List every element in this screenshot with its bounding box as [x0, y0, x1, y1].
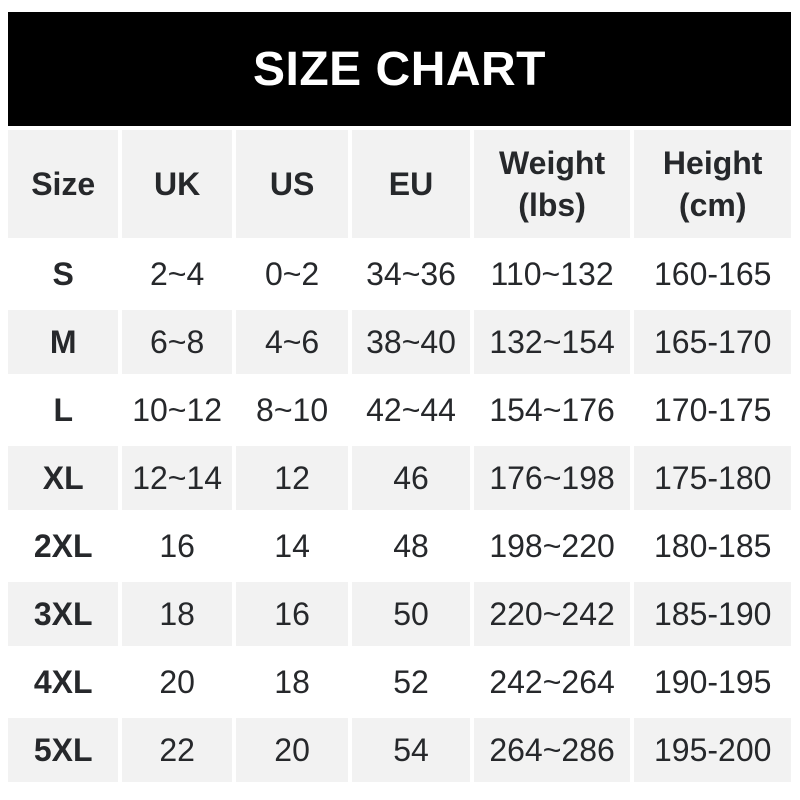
table-cell: 198~220: [473, 514, 631, 578]
column-header-label: Height: [662, 145, 763, 181]
column-header-uk: UK: [122, 130, 232, 238]
table-cell: 4~6: [235, 310, 349, 374]
table-cell: 54: [352, 718, 470, 782]
column-header-label: US: [269, 166, 315, 202]
table-cell: 220~242: [473, 582, 631, 646]
table-cell: 16: [235, 582, 349, 646]
table-cell: 20: [122, 650, 232, 714]
table-cell: 132~154: [473, 310, 631, 374]
table-cell: 170-175: [634, 378, 791, 442]
row-label-xl: XL: [8, 446, 119, 510]
table-cell: 18: [122, 582, 232, 646]
column-header-label: (lbs): [518, 187, 586, 223]
row-label-4xl: 4XL: [8, 650, 119, 714]
column-header-weight-lbs: Weight (lbs): [473, 130, 631, 238]
page-title: SIZE CHART: [253, 42, 546, 96]
table-cell: 22: [122, 718, 232, 782]
table-cell: 176~198: [473, 446, 631, 510]
column-header-us: US: [235, 130, 349, 238]
row-label-5xl: 5XL: [8, 718, 119, 782]
table-cell: 8~10: [235, 378, 349, 442]
table-cell: 180-185: [634, 514, 791, 578]
row-label-2xl: 2XL: [8, 514, 119, 578]
size-table: Size UK US EU Weight (lbs) Height (cm) S 2~4 0~2 34…: [8, 130, 791, 782]
row-label-s: S: [8, 242, 119, 306]
column-header-label: (cm): [678, 187, 747, 223]
column-header-label: Weight: [499, 145, 606, 181]
table-cell: 264~286: [473, 718, 631, 782]
table-cell: 154~176: [473, 378, 631, 442]
column-header-label: Size: [31, 166, 96, 202]
column-header-eu: EU: [352, 130, 470, 238]
column-header-label: EU: [388, 166, 434, 202]
column-header-height-cm: Height (cm): [634, 130, 791, 238]
column-header-label: UK: [154, 166, 201, 202]
table-cell: 38~40: [352, 310, 470, 374]
table-cell: 48: [352, 514, 470, 578]
table-cell: 175-180: [634, 446, 791, 510]
table-cell: 20: [235, 718, 349, 782]
table-cell: 12~14: [122, 446, 232, 510]
table-cell: 6~8: [122, 310, 232, 374]
table-cell: 110~132: [473, 242, 631, 306]
table-cell: 18: [235, 650, 349, 714]
row-label-l: L: [8, 378, 119, 442]
row-label-m: M: [8, 310, 119, 374]
table-cell: 42~44: [352, 378, 470, 442]
table-cell: 195-200: [634, 718, 791, 782]
table-cell: 242~264: [473, 650, 631, 714]
table-cell: 2~4: [122, 242, 232, 306]
table-cell: 12: [235, 446, 349, 510]
table-cell: 46: [352, 446, 470, 510]
row-label-3xl: 3XL: [8, 582, 119, 646]
table-cell: 0~2: [235, 242, 349, 306]
title-banner: SIZE CHART: [8, 12, 791, 126]
table-cell: 185-190: [634, 582, 791, 646]
table-cell: 165-170: [634, 310, 791, 374]
table-cell: 16: [122, 514, 232, 578]
column-header-size: Size: [8, 130, 119, 238]
table-cell: 50: [352, 582, 470, 646]
table-cell: 14: [235, 514, 349, 578]
table-cell: 10~12: [122, 378, 232, 442]
table-cell: 52: [352, 650, 470, 714]
table-cell: 190-195: [634, 650, 791, 714]
table-cell: 160-165: [634, 242, 791, 306]
table-cell: 34~36: [352, 242, 470, 306]
